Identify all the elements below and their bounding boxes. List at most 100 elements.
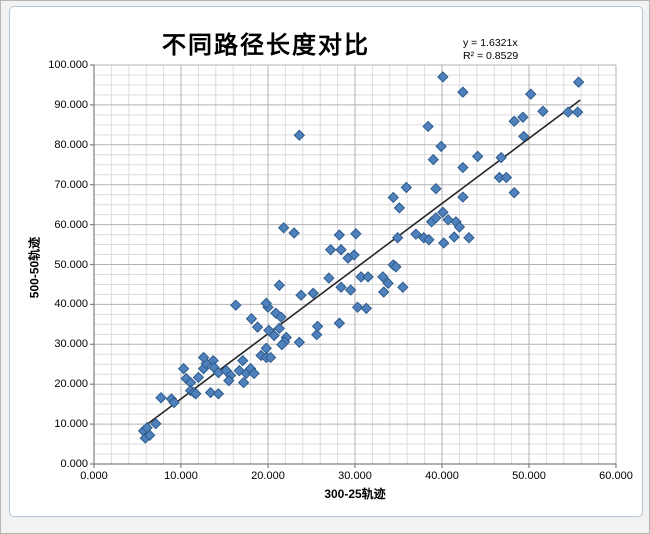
data-point[interactable]: [572, 76, 585, 88]
data-point[interactable]: [190, 388, 202, 400]
y-tick-label: 0.000: [60, 458, 88, 470]
data-point[interactable]: [223, 374, 235, 387]
data-point[interactable]: [518, 130, 530, 143]
data-point[interactable]: [495, 151, 507, 164]
y-tick-label: 90.000: [54, 98, 88, 111]
data-point[interactable]: [422, 120, 434, 133]
data-point[interactable]: [333, 317, 346, 329]
data-point[interactable]: [500, 171, 513, 184]
data-point[interactable]: [457, 161, 469, 174]
data-point[interactable]: [562, 106, 574, 118]
y-tick-label: 40.000: [54, 298, 88, 311]
data-point[interactable]: [335, 244, 347, 256]
data-point[interactable]: [230, 299, 242, 311]
data-point[interactable]: [273, 322, 286, 335]
data-point[interactable]: [143, 429, 156, 441]
data-point[interactable]: [335, 281, 347, 293]
data-point[interactable]: [362, 271, 374, 283]
data-point[interactable]: [276, 338, 288, 351]
data-point[interactable]: [437, 71, 449, 83]
data-point[interactable]: [268, 329, 280, 342]
plot-area: [90, 64, 617, 468]
data-point[interactable]: [400, 181, 413, 194]
data-point[interactable]: [248, 367, 260, 380]
data-point[interactable]: [212, 388, 225, 400]
data-point[interactable]: [251, 321, 264, 333]
data-point[interactable]: [295, 289, 307, 301]
data-point[interactable]: [438, 237, 450, 249]
data-point[interactable]: [245, 313, 258, 325]
data-point[interactable]: [427, 153, 440, 166]
data-point[interactable]: [457, 86, 469, 98]
data-point[interactable]: [537, 105, 549, 117]
data-point[interactable]: [442, 214, 454, 226]
data-point[interactable]: [324, 244, 337, 256]
data-point[interactable]: [435, 140, 447, 153]
data-point[interactable]: [517, 111, 529, 123]
y-tick-label: 100.000: [48, 59, 88, 71]
data-point[interactable]: [155, 392, 167, 404]
data-point[interactable]: [260, 342, 272, 354]
data-point[interactable]: [463, 232, 475, 244]
data-point[interactable]: [177, 362, 190, 375]
data-point[interactable]: [572, 106, 584, 118]
data-point[interactable]: [273, 279, 286, 291]
data-point[interactable]: [377, 271, 389, 283]
data-point[interactable]: [323, 272, 335, 284]
trendline-equation-label: y = 1.6321x R² = 0.8529: [463, 37, 518, 63]
data-point[interactable]: [410, 228, 422, 240]
y-tick-label: 50.000: [54, 258, 88, 271]
data-point[interactable]: [382, 277, 394, 289]
y-tick-label: 10.000: [54, 418, 88, 431]
data-point[interactable]: [448, 231, 460, 243]
data-point[interactable]: [378, 286, 390, 298]
y-tick-label: 20.000: [54, 378, 88, 391]
data-point[interactable]: [275, 311, 287, 323]
y-tick-label: 30.000: [54, 338, 88, 351]
data-point[interactable]: [277, 222, 290, 234]
data-point[interactable]: [307, 287, 319, 299]
data-point[interactable]: [437, 206, 449, 218]
data-point[interactable]: [311, 329, 323, 341]
scatter-plot-svg: [90, 64, 617, 468]
data-point[interactable]: [360, 302, 373, 315]
x-tick-label: 40.000: [425, 470, 459, 482]
data-point[interactable]: [471, 150, 484, 163]
data-point[interactable]: [333, 229, 346, 241]
trendline-equation-text: y = 1.6321x: [463, 37, 518, 49]
data-point[interactable]: [197, 351, 210, 364]
data-point[interactable]: [264, 351, 277, 364]
data-point[interactable]: [393, 202, 406, 214]
data-point[interactable]: [311, 320, 324, 333]
data-point[interactable]: [237, 354, 249, 367]
data-point[interactable]: [260, 297, 272, 309]
x-axis-title: 300-25轨迹: [324, 487, 386, 501]
data-point[interactable]: [453, 221, 466, 233]
data-point[interactable]: [204, 386, 217, 399]
data-point[interactable]: [508, 186, 520, 199]
data-point[interactable]: [387, 191, 399, 204]
trendline-r-squared-text: R² = 0.8529: [463, 50, 519, 62]
data-point[interactable]: [430, 182, 442, 195]
x-tick-label: 60.000: [599, 470, 633, 482]
data-point[interactable]: [293, 336, 306, 349]
data-point[interactable]: [351, 301, 364, 313]
data-point[interactable]: [150, 417, 162, 430]
data-point[interactable]: [391, 232, 404, 244]
data-point[interactable]: [192, 371, 205, 384]
data-point[interactable]: [457, 191, 469, 203]
data-point[interactable]: [390, 261, 402, 273]
data-point[interactable]: [288, 227, 300, 239]
data-point[interactable]: [168, 396, 180, 409]
data-point[interactable]: [508, 115, 520, 127]
data-point[interactable]: [350, 228, 362, 240]
data-point[interactable]: [423, 234, 435, 246]
data-point[interactable]: [237, 376, 250, 389]
data-point[interactable]: [525, 88, 537, 100]
data-point[interactable]: [430, 212, 442, 224]
data-point[interactable]: [344, 284, 357, 296]
data-point[interactable]: [293, 129, 306, 141]
data-point[interactable]: [348, 249, 360, 261]
data-point[interactable]: [397, 281, 409, 293]
